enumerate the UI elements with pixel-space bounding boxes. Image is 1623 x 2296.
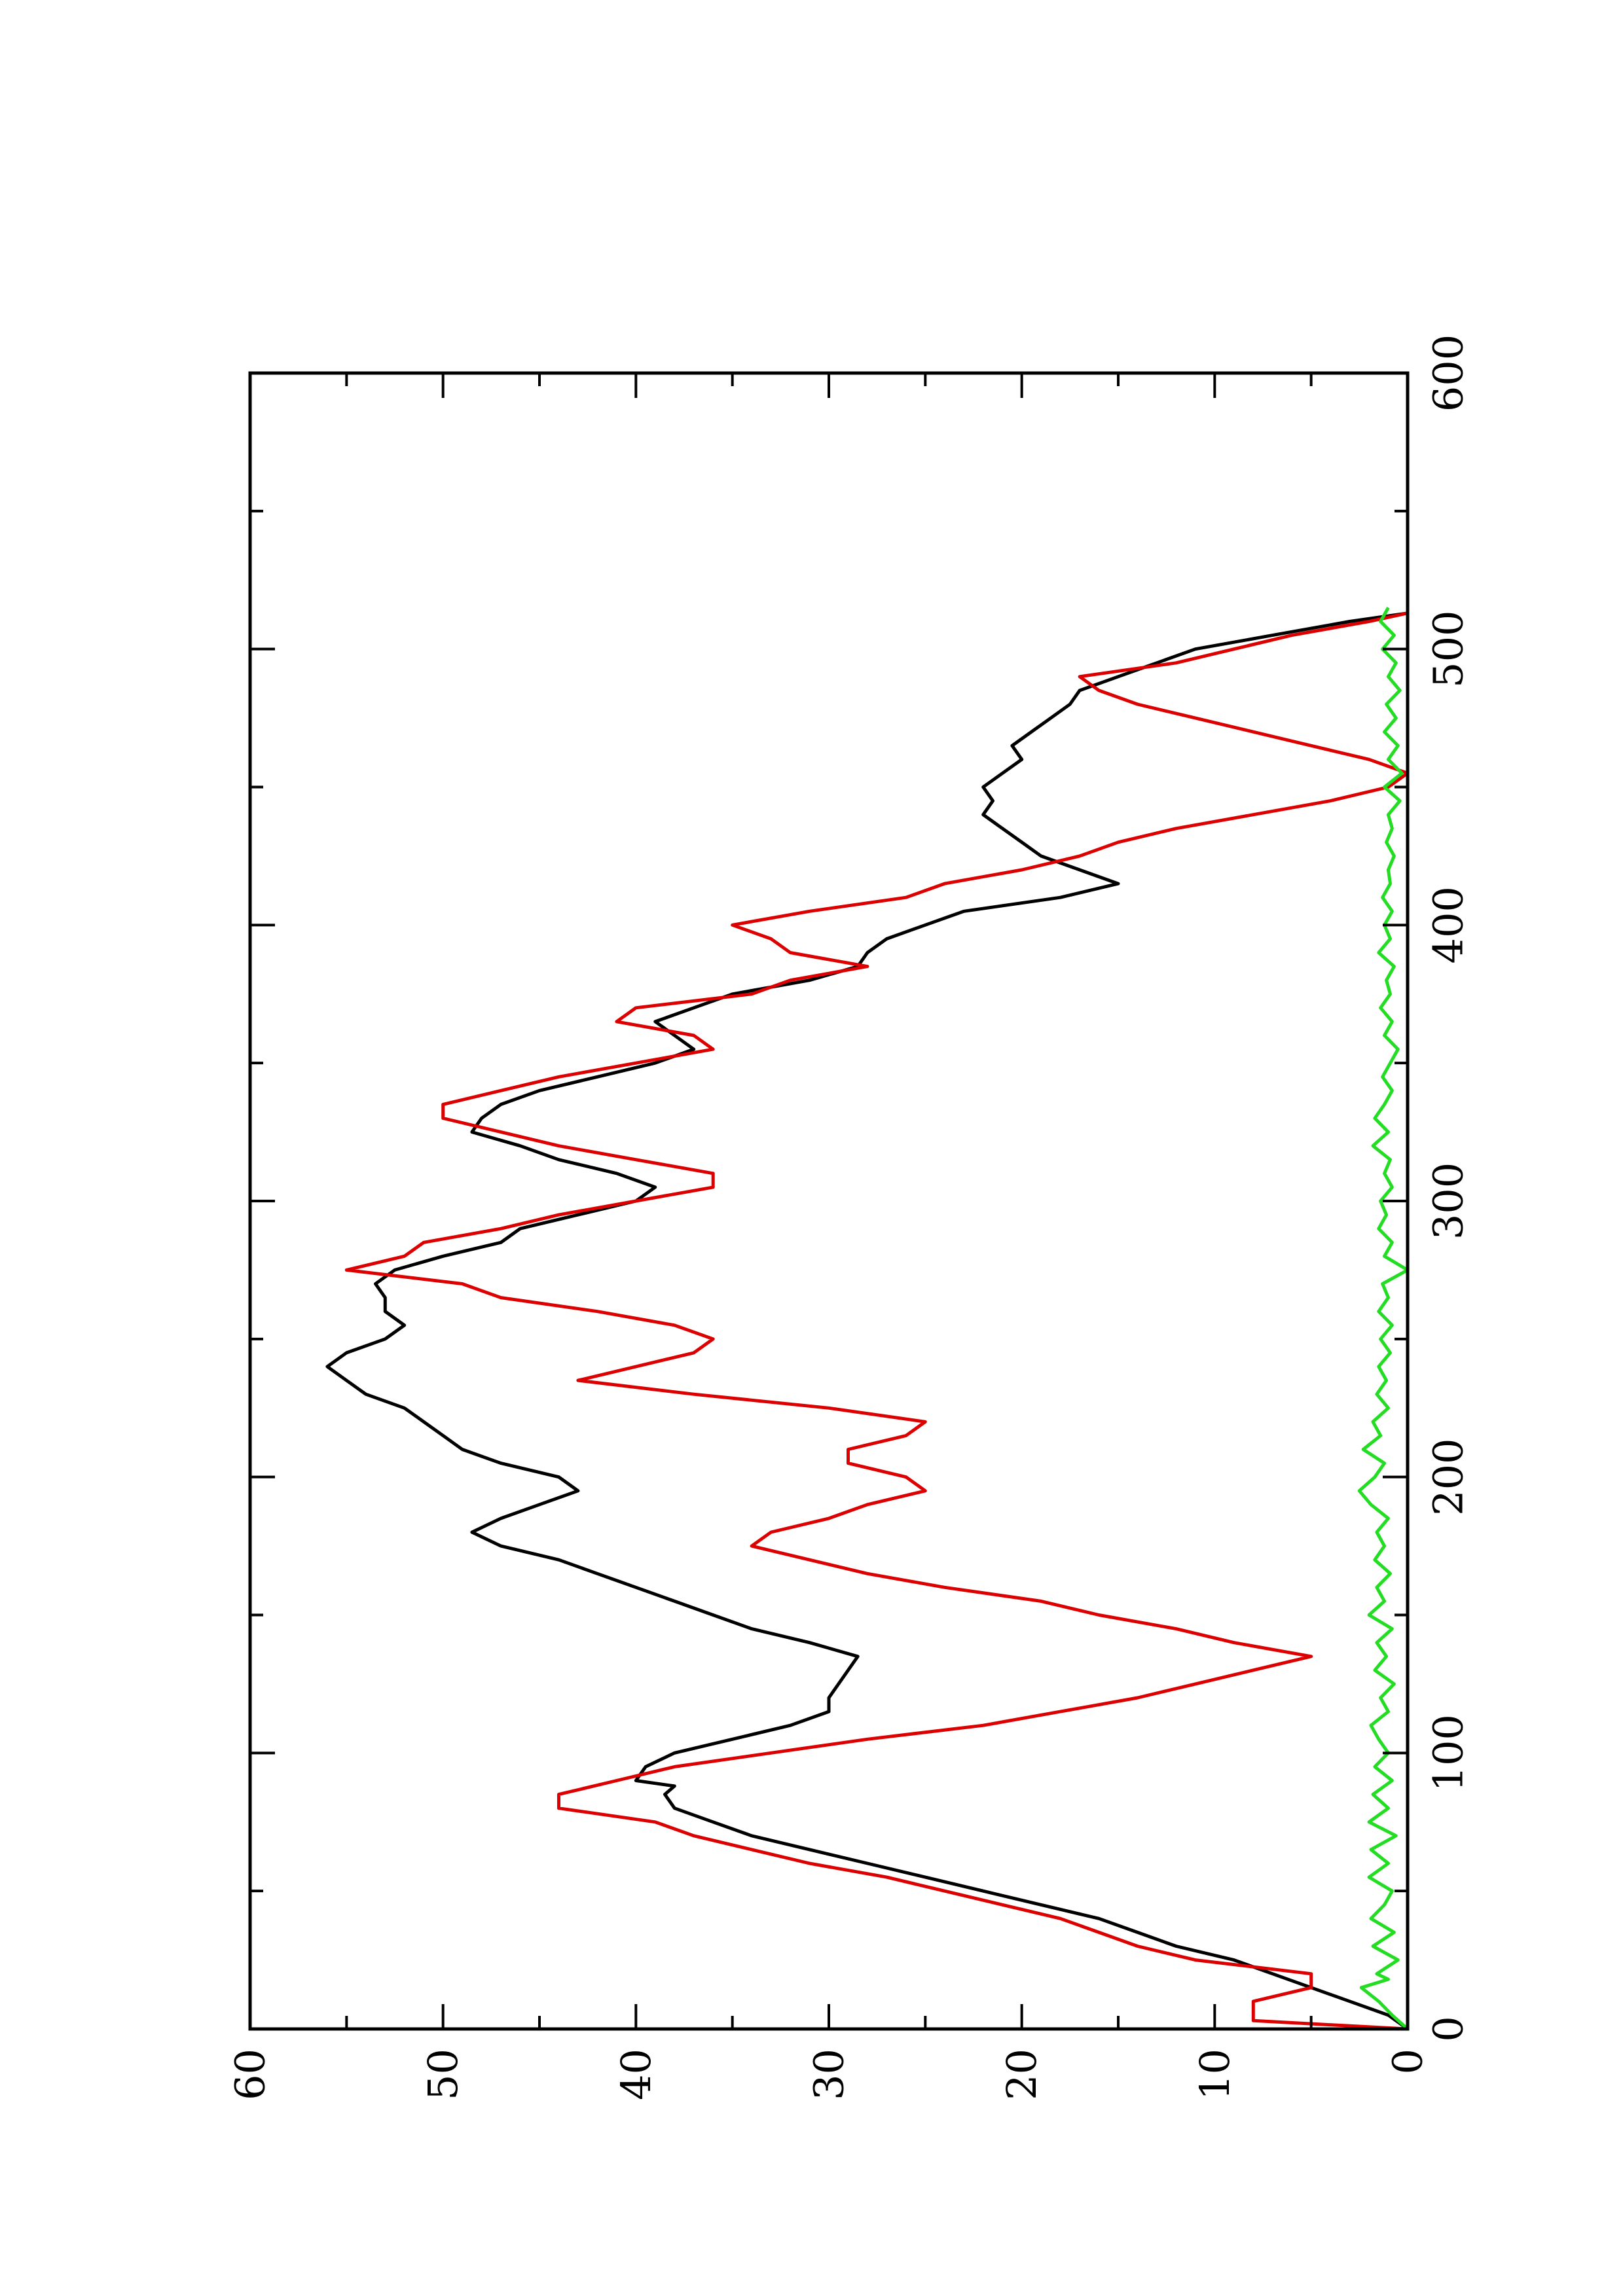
x-tick-label-300: 300	[1425, 1162, 1472, 1240]
series-layer	[325, 607, 1410, 2031]
y-tick-label-10: 10	[1191, 2049, 1239, 2100]
y-tick-label-40: 40	[612, 2049, 660, 2100]
series-line-1	[325, 611, 1409, 2031]
y-tick-label-0: 0	[1384, 2049, 1432, 2074]
series-line-2	[344, 611, 1410, 2031]
x-tick-label-500: 500	[1425, 610, 1472, 687]
y-tick-label-50: 50	[419, 2049, 467, 2100]
tick-label-layer: 0 100 200 300 400 500 600 0 10 20 30 40 50 60	[227, 334, 1472, 2100]
x-tick-label-200: 200	[1425, 1438, 1472, 1515]
y-tick-label-30: 30	[805, 2049, 853, 2100]
y-tick-label-20: 20	[998, 2049, 1046, 2100]
x-tick-label-400: 400	[1425, 886, 1472, 963]
y-tick-label-60: 60	[227, 2049, 274, 2100]
x-tick-label-0: 0	[1425, 2016, 1472, 2041]
x-tick-label-100: 100	[1425, 1714, 1472, 1791]
series-line-3	[1357, 607, 1410, 2030]
plot-frame	[248, 371, 1410, 2031]
x-tick-label-600: 600	[1425, 334, 1472, 412]
